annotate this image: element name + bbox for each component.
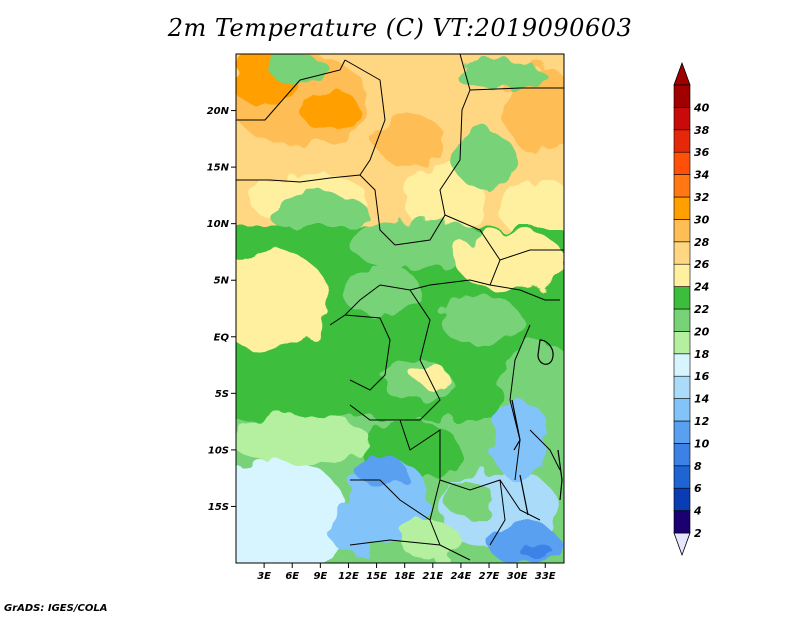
colorbar-level-label: 20 [694,325,710,338]
colorbar-level-label: 6 [694,482,702,495]
colorbar-level-label: 24 [694,281,709,294]
lat-tick-label: 15S [208,502,229,513]
colorbar-swatch [673,219,691,243]
colorbar-swatch [673,263,691,287]
lat-tick-label: 20N [207,106,230,117]
colorbar-high-tip [673,61,691,86]
colorbar-swatch [673,107,691,131]
lon-tick-label: 3E [257,571,271,582]
colorbar-swatch [673,375,691,399]
lon-tick-label: 24E [451,571,472,582]
grads-credit: GrADS: IGES/COLA [4,603,108,614]
lon-tick-label: 6E [285,571,299,582]
colorbar-level-label: 38 [694,124,710,137]
colorbar-level-label: 22 [694,303,710,316]
lon-tick-label: 33E [535,571,556,582]
lon-tick-label: 18E [394,571,415,582]
colorbar-level-label: 40 [693,101,710,114]
colorbar-swatch [673,398,691,422]
colorbar-level-label: 26 [694,258,710,271]
colorbar-swatch [673,487,691,511]
lat-tick-label: 10N [207,219,230,230]
colorbar-level-label: 30 [694,213,710,226]
country-borders [236,54,564,561]
colorbar-level-label: 16 [694,370,710,383]
colorbar-swatch [673,465,691,489]
plot-frame [235,53,565,564]
colorbar-swatch [673,353,691,377]
colorbar-swatch [673,510,691,534]
lon-tick-label: 27E [479,571,500,582]
colorbar-level-label: 28 [694,236,710,249]
colorbar-level-label: 36 [694,146,710,159]
colorbar-level-label: 2 [694,527,702,540]
colorbar-level-label: 4 [693,505,702,518]
lat-tick-label: 15N [207,163,230,174]
colorbar-level-label: 18 [694,348,710,361]
lakes [511,339,563,516]
colorbar-level-label: 34 [694,169,709,182]
colorbar-level-label: 12 [694,415,710,428]
longitude-axis: 3E 6E 9E 12E 15E 18E 21E 24E 27E 30E 33E [257,563,556,582]
lat-tick-label: EQ [214,332,230,343]
lat-tick-label: 5N [214,276,230,287]
lon-tick-label: 30E [507,571,528,582]
colorbar-swatch [673,129,691,153]
lon-tick-label: 15E [366,571,387,582]
colorbar-swatch [673,420,691,444]
colorbar-swatch [673,286,691,310]
map-title: 2m Temperature (C) VT:2019090603 [167,14,633,42]
colorbar-level-label: 10 [694,437,710,450]
temperature-field [236,54,564,563]
colorbar-swatch [673,174,691,198]
lon-tick-label: 9E [313,571,327,582]
colorbar-swatch [673,443,691,467]
colorbar-swatch [673,196,691,220]
colorbar-swatch [673,241,691,265]
colorbar-swatch [673,331,691,355]
latitude-axis: 20N 15N 10N 5N EQ 5S 10S 15S [207,106,236,513]
lat-tick-label: 10S [208,445,229,456]
colorbar-level-label: 14 [694,393,709,406]
colorbar-level-label: 8 [694,460,702,473]
lat-tick-label: 5S [215,389,229,400]
lon-tick-label: 21E [422,571,443,582]
lon-tick-label: 12E [338,571,359,582]
colorbar-swatch [673,308,691,332]
colorbar-swatch [673,84,691,108]
colorbar-low-tip [673,532,691,557]
colorbar-level-label: 32 [694,191,710,204]
colorbar-swatch [673,151,691,175]
